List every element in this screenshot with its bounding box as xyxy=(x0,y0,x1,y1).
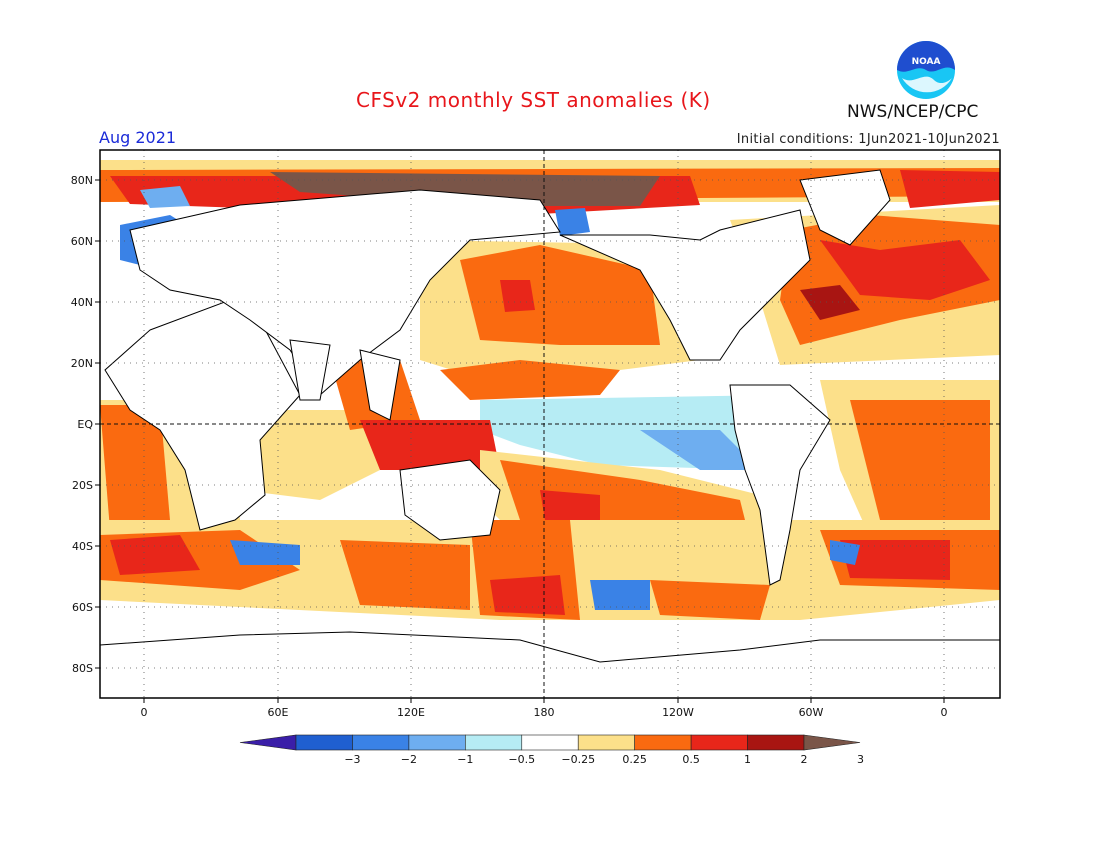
lat-label: 20N xyxy=(71,357,93,370)
colorbar-swatch xyxy=(634,734,692,751)
colorbar-label: 3 xyxy=(857,753,864,766)
lon-label: 120W xyxy=(662,706,694,719)
land-mask xyxy=(100,169,1000,698)
lon-label: 0 xyxy=(141,706,148,719)
se-asia xyxy=(359,349,401,421)
lat-label: EQ xyxy=(77,418,93,431)
lon-label: 0 xyxy=(941,706,948,719)
colorbar-swatch xyxy=(465,734,523,751)
lat-label: 20S xyxy=(72,479,93,492)
colorbar-label: 2 xyxy=(801,753,808,766)
south-america xyxy=(729,384,831,586)
map-title: CFSv2 monthly SST anomalies (K) xyxy=(356,88,711,112)
lon-label: 60E xyxy=(268,706,289,719)
lat-label: 40S xyxy=(72,540,93,553)
organization-label: NWS/NCEP/CPC xyxy=(847,102,979,122)
greenland xyxy=(799,169,891,246)
lat-label: 40N xyxy=(71,296,93,309)
colorbar-label: 0.25 xyxy=(622,753,647,766)
lat-label: 80S xyxy=(72,662,93,675)
colorbar-label: 1 xyxy=(744,753,751,766)
colorbar-high-arrow xyxy=(803,734,861,751)
lon-label: 60W xyxy=(799,706,824,719)
graticule xyxy=(100,150,1000,698)
colorbar-swatch xyxy=(747,734,805,751)
noaa-logo: NOAA xyxy=(897,41,955,99)
colorbar-swatch xyxy=(408,734,466,751)
colorbar-label: −0.25 xyxy=(561,753,595,766)
india xyxy=(289,339,331,401)
colorbar-swatch xyxy=(295,734,353,751)
eurasia xyxy=(129,189,561,396)
lon-label: 120E xyxy=(397,706,425,719)
antarctica xyxy=(100,631,1000,698)
latitude-axis: 80N 60N 40N 20N EQ 20S 40S 60S 80S xyxy=(71,174,94,675)
colorbar-swatch xyxy=(521,734,579,751)
colorbar-label: −1 xyxy=(457,753,473,766)
north-america xyxy=(559,209,811,361)
lon-label: 180 xyxy=(534,706,555,719)
australia xyxy=(399,459,501,541)
longitude-axis: 0 60E 120E 180 120W 60W 0 xyxy=(141,706,948,719)
colorbar-swatch xyxy=(577,734,635,751)
lat-label: 60N xyxy=(71,235,93,248)
colorbar-swatch xyxy=(352,734,410,751)
colorbar-label: −3 xyxy=(344,753,360,766)
reference-lines xyxy=(100,150,1000,698)
lat-ticks xyxy=(95,179,100,669)
colorbar-swatch xyxy=(690,734,748,751)
noaa-logo-text: NOAA xyxy=(912,57,941,67)
colorbar-label: 0.5 xyxy=(682,753,700,766)
lat-label: 60S xyxy=(72,601,93,614)
lat-label: 80N xyxy=(71,174,93,187)
initial-conditions: Initial conditions: 1Jun2021-10Jun2021 xyxy=(736,132,1000,147)
forecast-month: Aug 2021 xyxy=(99,128,177,147)
colorbar: −3 −2 −1 −0.5 −0.25 0.25 0.5 1 2 3 xyxy=(239,734,864,766)
colorbar-label: −2 xyxy=(401,753,417,766)
colorbar-low-arrow xyxy=(239,734,297,751)
colorbar-label: −0.5 xyxy=(508,753,535,766)
lon-ticks xyxy=(143,698,945,703)
